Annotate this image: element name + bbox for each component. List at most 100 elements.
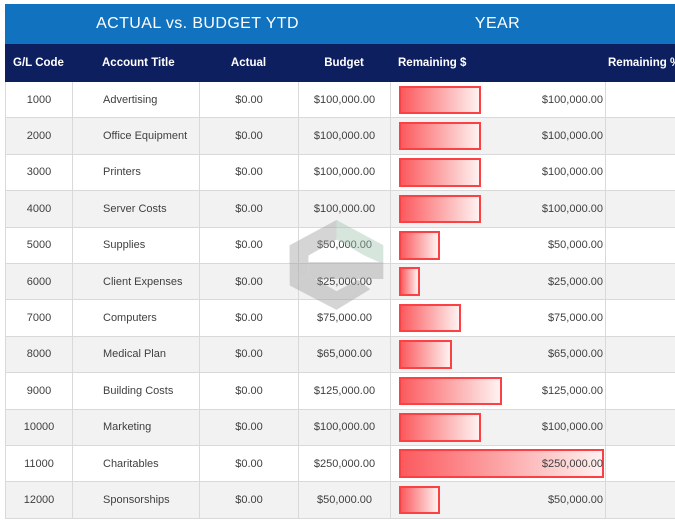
gl-code-cell[interactable]: 1000 [6,82,73,118]
remaining-percent-cell[interactable] [606,228,675,263]
remaining-dollar-cell[interactable]: $125,000.00 [391,373,606,409]
remaining-dollar-cell[interactable]: $75,000.00 [391,300,606,336]
actual-cell[interactable]: $0.00 [200,336,299,373]
remaining-dollar-value: $100,000.00 [541,93,603,106]
remaining-percent-cell[interactable] [606,337,675,372]
table-row: 9000 Building Costs $0.00 $125,000.00 $1… [6,373,675,410]
remaining-data-bar [399,449,604,478]
actual-cell[interactable]: $0.00 [200,263,299,300]
table-row: 6000 Client Expenses $0.00 $25,000.00 $2… [6,263,675,301]
account-title-cell[interactable]: Medical Plan [73,336,200,373]
remaining-dollar-value: $75,000.00 [547,312,603,325]
account-title-cell[interactable]: Sponsorships [73,482,200,518]
account-title-cell[interactable]: Server Costs [73,191,200,227]
budget-cell[interactable]: $50,000.00 [299,482,391,518]
gl-code-cell[interactable]: 7000 [6,300,73,336]
gl-code-cell[interactable]: 2000 [6,118,73,154]
remaining-percent-cell[interactable] [606,410,675,445]
remaining-percent-cell[interactable] [606,118,675,153]
remaining-dollar-cell[interactable]: $100,000.00 [391,409,606,445]
account-title-cell[interactable]: Client Expenses [73,263,200,300]
table-row: 7000 Computers $0.00 $75,000.00 $75,000.… [6,300,675,337]
budget-cell[interactable]: $100,000.00 [299,191,391,227]
remaining-percent-cell[interactable] [606,482,675,517]
gl-code-cell[interactable]: 9000 [6,373,73,409]
column-header-account-title: Account Title [102,57,175,69]
remaining-percent-cell[interactable] [606,191,675,226]
budget-cell[interactable]: $25,000.00 [299,263,391,300]
remaining-percent-cell[interactable] [606,373,675,408]
account-title-cell[interactable]: Printers [73,154,200,191]
remaining-percent-cell[interactable] [606,264,675,299]
table-row: 11000 Charitables $0.00 $250,000.00 $250… [6,445,675,483]
account-title-cell[interactable]: Computers [73,300,200,336]
account-title-cell[interactable]: Advertising [73,82,200,118]
budget-cell[interactable]: $100,000.00 [299,82,391,118]
budget-cell[interactable]: $100,000.00 [299,154,391,191]
remaining-percent-cell[interactable] [606,446,675,481]
gl-code-cell[interactable]: 3000 [6,154,73,191]
actual-cell[interactable]: $0.00 [200,154,299,191]
actual-cell[interactable]: $0.00 [200,409,299,445]
budget-cell[interactable]: $50,000.00 [299,227,391,263]
budget-cell[interactable]: $100,000.00 [299,118,391,154]
account-title-cell[interactable]: Supplies [73,227,200,263]
remaining-dollar-cell[interactable]: $100,000.00 [391,118,606,154]
remaining-data-bar [399,413,481,442]
budget-cell[interactable]: $250,000.00 [299,445,391,482]
column-header-actual: Actual [230,57,267,69]
column-header-remaining-percent: Remaining % [608,57,675,69]
remaining-dollar-cell[interactable]: $100,000.00 [391,82,606,118]
account-title-cell[interactable]: Office Equipment [73,118,200,154]
gl-code-cell[interactable]: 4000 [6,191,73,227]
gl-code-cell[interactable]: 12000 [6,482,73,518]
actual-cell[interactable]: $0.00 [200,191,299,227]
account-title-cell[interactable]: Marketing [73,409,200,445]
account-title-cell[interactable]: Charitables [73,445,200,482]
title-actual-vs-budget: ACTUAL vs. BUDGET YTD [96,15,299,32]
remaining-data-bar [399,267,420,296]
gl-code-cell[interactable]: 11000 [6,445,73,482]
remaining-dollar-value: $50,000.00 [547,493,603,506]
remaining-percent-cell[interactable] [606,155,675,190]
actual-cell[interactable]: $0.00 [200,82,299,118]
remaining-dollar-cell[interactable]: $65,000.00 [391,336,606,373]
budget-cell[interactable]: $75,000.00 [299,300,391,336]
remaining-percent-cell[interactable] [606,82,675,117]
account-title-cell[interactable]: Building Costs [73,373,200,409]
remaining-data-bar [399,194,481,224]
remaining-data-bar [399,485,440,515]
table-row: 12000 Sponsorships $0.00 $50,000.00 $50,… [6,482,675,519]
title-band: ACTUAL vs. BUDGET YTD YEAR [5,4,675,44]
actual-cell[interactable]: $0.00 [200,227,299,263]
gl-code-cell[interactable]: 6000 [6,263,73,300]
actual-cell[interactable]: $0.00 [200,482,299,518]
remaining-dollar-cell[interactable]: $250,000.00 [391,445,606,482]
remaining-dollar-cell[interactable]: $25,000.00 [391,263,606,300]
actual-cell[interactable]: $0.00 [200,118,299,154]
actual-cell[interactable]: $0.00 [200,445,299,482]
remaining-dollar-value: $50,000.00 [547,239,603,252]
budget-cell[interactable]: $100,000.00 [299,409,391,445]
remaining-dollar-cell[interactable]: $100,000.00 [391,191,606,227]
title-cell-left: ACTUAL vs. BUDGET YTD [5,4,390,44]
remaining-dollar-cell[interactable]: $50,000.00 [391,227,606,263]
gl-code-cell[interactable]: 8000 [6,336,73,373]
table-row: 2000 Office Equipment $0.00 $100,000.00 … [6,118,675,155]
remaining-dollar-cell[interactable]: $50,000.00 [391,482,606,518]
remaining-dollar-cell[interactable]: $100,000.00 [391,154,606,191]
gl-code-cell[interactable]: 10000 [6,409,73,445]
budget-cell[interactable]: $65,000.00 [299,336,391,373]
actual-cell[interactable]: $0.00 [200,300,299,336]
remaining-dollar-value: $100,000.00 [541,130,603,143]
remaining-data-bar [399,121,481,151]
actual-cell[interactable]: $0.00 [200,373,299,409]
column-header-row: G/L Code Account Title Actual Budget Rem… [5,44,675,82]
column-header-gl-code: G/L Code [13,57,64,69]
remaining-percent-cell[interactable] [606,300,675,335]
remaining-data-bar [399,303,461,333]
gl-code-cell[interactable]: 5000 [6,227,73,263]
remaining-data-bar [399,158,481,187]
budget-cell[interactable]: $125,000.00 [299,373,391,409]
table-row: 8000 Medical Plan $0.00 $65,000.00 $65,0… [6,336,675,374]
